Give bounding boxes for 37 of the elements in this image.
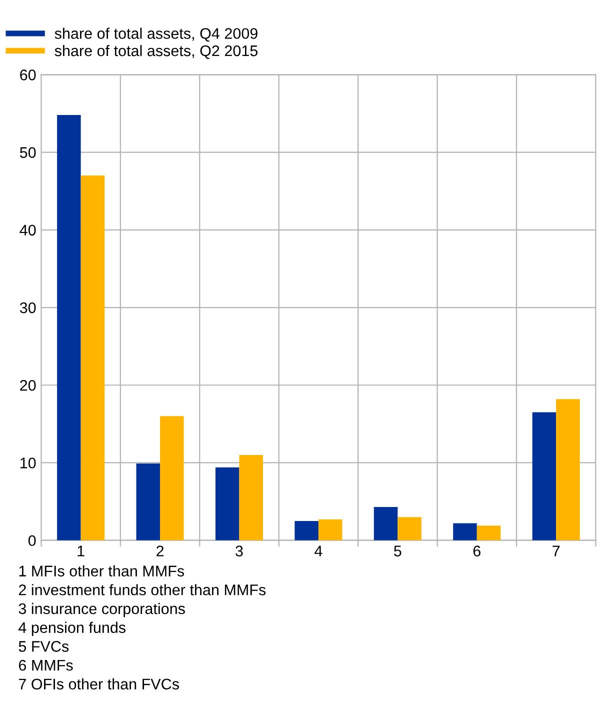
x-tick-label: 2 [156, 546, 164, 556]
bar [294, 520, 318, 540]
y-tick-label: 0 [28, 535, 36, 546]
bar [215, 467, 240, 540]
x-tick-label: 7 [552, 546, 560, 556]
bar [57, 115, 81, 540]
text: 7 OFIs other than FVCs [18, 678, 179, 690]
y-tick-label: 60 [20, 70, 36, 80]
text: 6 MMFs [18, 660, 73, 671]
x-tick-label: 4 [314, 546, 322, 556]
bar [374, 506, 398, 540]
bar [453, 523, 477, 540]
x-tick-label: 5 [394, 546, 402, 556]
x-tick-label: 1 [78, 546, 84, 556]
text: 1 MFIs other than MMFs [19, 565, 184, 576]
legend-label: share of total assets, Q2 2015 [54, 44, 258, 59]
bar [556, 399, 580, 540]
text: 4 pension funds [18, 622, 126, 636]
y-tick-label: 50 [20, 147, 36, 158]
x-tick-label: 6 [473, 546, 480, 556]
text: 5 FVCs [18, 641, 69, 652]
bar [398, 517, 422, 540]
bar [136, 464, 160, 540]
y-tick-label: 40 [20, 224, 36, 236]
bar [532, 412, 556, 540]
bar [318, 519, 342, 540]
x-tick-label: 3 [236, 546, 243, 556]
y-tick-label: 30 [20, 302, 36, 314]
text: 3 insurance corporations [18, 602, 185, 618]
y-tick-label: 20 [20, 380, 36, 391]
bar [239, 454, 264, 540]
bar [476, 526, 501, 540]
legend-label: share of total assets, Q4 2009 [54, 28, 258, 42]
bar [80, 176, 105, 540]
text: 2 investment funds other than MMFs [18, 584, 266, 596]
y-tick-label: 10 [20, 458, 36, 468]
bar [160, 416, 184, 540]
